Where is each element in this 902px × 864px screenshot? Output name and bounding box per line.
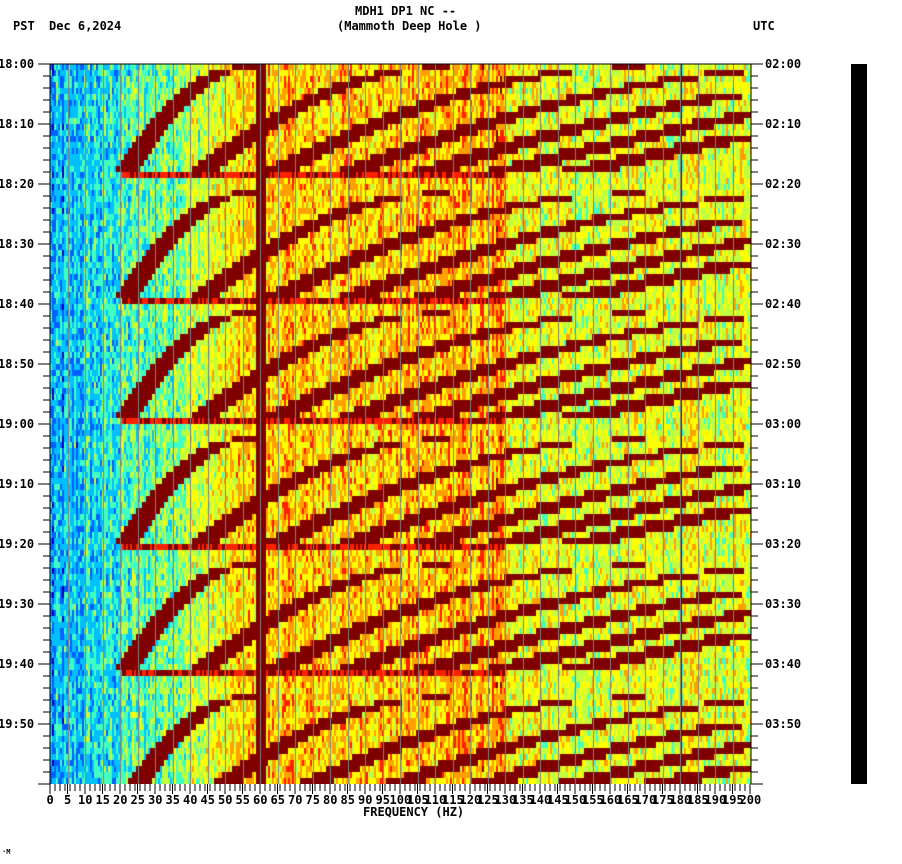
x-tick: 135 — [512, 793, 534, 807]
y-tick-left: 19:20 — [0, 537, 35, 551]
x-tick: 170 — [634, 793, 657, 807]
x-tick: 165 — [617, 793, 639, 807]
y-tick-right: 03:30 — [765, 597, 802, 611]
x-tick: 45 — [200, 793, 215, 807]
x-tick: 60 — [253, 793, 268, 807]
y-tick-right: 03:40 — [765, 657, 802, 671]
x-tick: 155 — [582, 793, 604, 807]
y-tick-right: 03:00 — [765, 417, 802, 431]
station-line: MDH1 DP1 NC -- — [355, 4, 457, 18]
x-tick: 85 — [340, 793, 355, 807]
x-tick: 145 — [547, 793, 569, 807]
x-tick: 185 — [687, 793, 709, 807]
x-tick: 195 — [722, 793, 744, 807]
x-axis-title: FREQUENCY (HZ) — [363, 805, 465, 819]
y-tick-right: 02:40 — [765, 297, 802, 311]
x-tick: 105 — [407, 793, 429, 807]
amplitude-trace-bar — [851, 64, 867, 784]
left-timezone: PST — [13, 19, 35, 33]
y-tick-right: 02:30 — [765, 237, 802, 251]
x-tick: 25 — [130, 793, 145, 807]
x-tick: 0 — [46, 793, 54, 807]
y-tick-left: 19:50 — [0, 717, 35, 731]
y-tick-left: 18:10 — [0, 117, 35, 131]
y-tick-left: 19:40 — [0, 657, 35, 671]
y-tick-left: 19:00 — [0, 417, 35, 431]
y-tick-right: 02:20 — [765, 177, 802, 191]
date-label: Dec 6,2024 — [49, 19, 122, 33]
x-tick: 180 — [669, 793, 692, 807]
y-tick-left: 18:40 — [0, 297, 35, 311]
corner-mark: ·M — [2, 848, 11, 856]
x-tick: 55 — [235, 793, 250, 807]
y-tick-left: 18:00 — [0, 57, 35, 71]
y-tick-right: 03:10 — [765, 477, 802, 491]
x-tick: 10 — [78, 793, 93, 807]
x-tick: 110 — [424, 793, 447, 807]
x-tick: 190 — [704, 793, 727, 807]
x-tick: 70 — [288, 793, 303, 807]
y-tick-right: 02:50 — [765, 357, 802, 371]
y-tick-right: 02:00 — [765, 57, 802, 71]
x-tick: 175 — [652, 793, 674, 807]
x-tick: 50 — [218, 793, 233, 807]
x-tick: 140 — [529, 793, 552, 807]
y-tick-left: 18:30 — [0, 237, 35, 251]
x-tick: 5 — [64, 793, 72, 807]
x-tick: 40 — [183, 793, 198, 807]
x-tick: 95 — [375, 793, 390, 807]
x-tick: 130 — [494, 793, 517, 807]
x-tick: 160 — [599, 793, 622, 807]
x-tick: 150 — [564, 793, 587, 807]
x-tick: 125 — [477, 793, 499, 807]
y-tick-left: 19:30 — [0, 597, 35, 611]
x-tick: 35 — [165, 793, 180, 807]
x-tick: 80 — [323, 793, 338, 807]
x-tick: 100 — [389, 793, 412, 807]
x-tick: 115 — [442, 793, 464, 807]
x-tick: 65 — [270, 793, 285, 807]
y-tick-left: 18:50 — [0, 357, 35, 371]
spectrogram-heatmap — [50, 64, 751, 784]
x-tick: 90 — [358, 793, 373, 807]
x-tick: 200 — [739, 793, 762, 807]
y-tick-right: 03:20 — [765, 537, 802, 551]
x-tick: 120 — [459, 793, 482, 807]
y-tick-right: 02:10 — [765, 117, 802, 131]
y-tick-left: 18:20 — [0, 177, 35, 191]
station-name: (Mammoth Deep Hole ) — [337, 19, 482, 33]
right-timezone: UTC — [753, 19, 775, 33]
y-tick-right: 03:50 — [765, 717, 802, 731]
x-tick: 75 — [305, 793, 320, 807]
x-tick: 30 — [148, 793, 163, 807]
x-tick: 20 — [113, 793, 128, 807]
x-tick: 15 — [95, 793, 110, 807]
y-tick-left: 19:10 — [0, 477, 35, 491]
